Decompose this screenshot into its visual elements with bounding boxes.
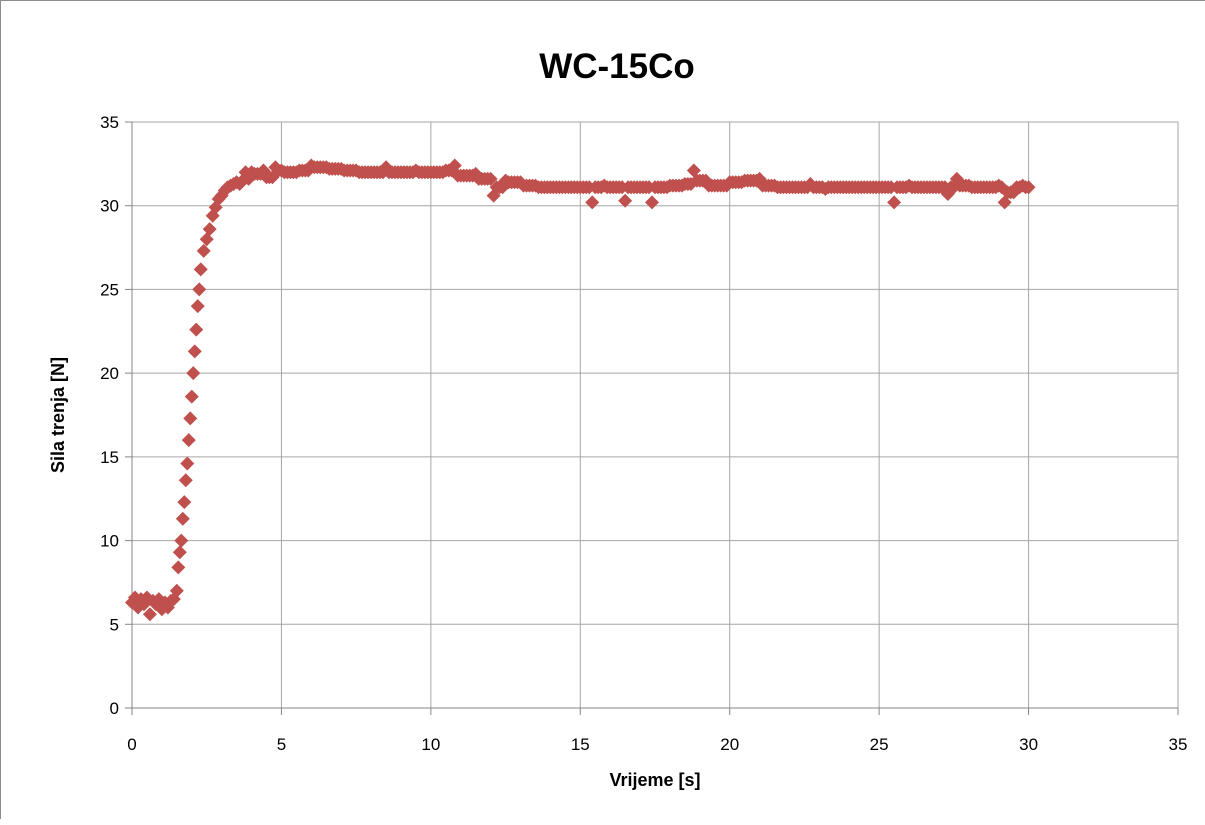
data-point — [192, 282, 207, 297]
data-point — [686, 163, 701, 178]
y-tick-label: 10 — [100, 532, 119, 551]
y-tick-label: 5 — [110, 615, 119, 634]
tick-layer: 0 5 10 15 20 25 30 35 0 5 10 15 20 25 30 35 — [100, 113, 1187, 754]
x-axis-title: Vrijeme [s] — [609, 770, 700, 790]
x-tick-label: 30 — [1019, 735, 1038, 754]
y-tick-label: 0 — [110, 699, 119, 718]
y-tick-label: 35 — [100, 113, 119, 132]
marker-layer — [125, 158, 1036, 622]
data-point — [193, 262, 208, 277]
x-tick-label: 15 — [571, 735, 590, 754]
data-point — [177, 495, 192, 510]
data-point — [645, 195, 660, 210]
x-tick-label: 10 — [421, 735, 440, 754]
axis-layer — [125, 121, 1179, 715]
y-tick-label: 15 — [100, 448, 119, 467]
grid-layer — [132, 121, 1179, 708]
data-point — [169, 583, 184, 598]
data-point — [189, 322, 204, 337]
y-axis-title: Sila trenja [N] — [48, 357, 68, 473]
data-point — [202, 222, 217, 237]
data-point — [171, 560, 186, 575]
data-point — [887, 195, 902, 210]
y-tick-label: 25 — [100, 280, 119, 299]
data-point — [483, 171, 498, 186]
x-tick-label: 25 — [870, 735, 889, 754]
x-tick-label: 35 — [1169, 735, 1188, 754]
data-point — [190, 299, 205, 314]
x-tick-label: 20 — [720, 735, 739, 754]
x-tick-label: 0 — [127, 735, 136, 754]
data-point — [172, 545, 187, 560]
data-point — [187, 344, 202, 359]
y-tick-label: 20 — [100, 364, 119, 383]
data-point — [585, 195, 600, 210]
y-tick-label: 30 — [100, 197, 119, 216]
data-point — [142, 607, 157, 622]
data-point — [180, 456, 195, 471]
data-point — [175, 511, 190, 526]
data-point — [174, 533, 189, 548]
data-point — [186, 366, 201, 381]
data-point — [178, 473, 193, 488]
data-point — [618, 193, 633, 208]
data-point — [181, 433, 196, 448]
data-point — [447, 158, 462, 173]
chart-title: WC-15Co — [539, 47, 695, 86]
data-point — [183, 411, 198, 426]
x-tick-label: 5 — [277, 735, 286, 754]
data-point — [1021, 180, 1036, 195]
data-point — [184, 389, 199, 404]
data-point — [196, 243, 211, 258]
data-point — [997, 195, 1012, 210]
data-point — [199, 232, 214, 247]
